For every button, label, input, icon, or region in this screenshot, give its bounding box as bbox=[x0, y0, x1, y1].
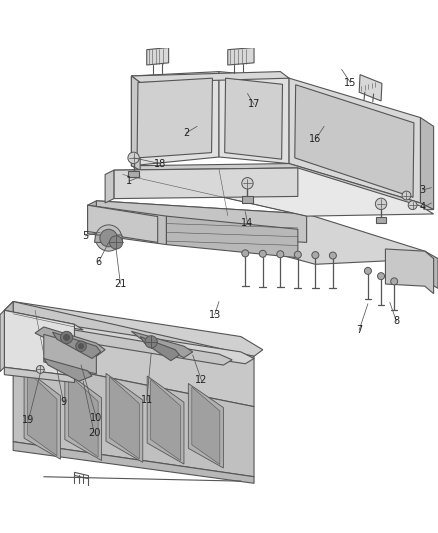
Text: 1: 1 bbox=[126, 176, 132, 186]
Polygon shape bbox=[88, 201, 96, 233]
Circle shape bbox=[391, 278, 398, 285]
Polygon shape bbox=[28, 372, 57, 456]
Circle shape bbox=[242, 250, 249, 257]
Polygon shape bbox=[137, 78, 212, 158]
Polygon shape bbox=[242, 197, 253, 203]
Polygon shape bbox=[359, 75, 382, 101]
Circle shape bbox=[378, 273, 385, 280]
Polygon shape bbox=[147, 47, 169, 65]
Polygon shape bbox=[95, 235, 123, 243]
Circle shape bbox=[78, 344, 84, 349]
Circle shape bbox=[312, 252, 319, 259]
Polygon shape bbox=[385, 249, 434, 294]
Text: 7: 7 bbox=[356, 325, 362, 335]
Polygon shape bbox=[0, 310, 4, 372]
Polygon shape bbox=[96, 201, 307, 243]
Text: 17: 17 bbox=[248, 100, 260, 109]
Polygon shape bbox=[420, 118, 434, 209]
Polygon shape bbox=[131, 76, 140, 170]
Text: 14: 14 bbox=[241, 217, 254, 228]
Circle shape bbox=[128, 152, 139, 164]
Text: 20: 20 bbox=[88, 428, 100, 438]
Circle shape bbox=[100, 229, 117, 247]
Polygon shape bbox=[140, 336, 180, 361]
Polygon shape bbox=[4, 302, 263, 356]
Circle shape bbox=[110, 236, 123, 249]
Polygon shape bbox=[4, 317, 254, 364]
Text: 16: 16 bbox=[309, 134, 321, 144]
Text: 2: 2 bbox=[183, 128, 189, 138]
Polygon shape bbox=[128, 171, 139, 177]
Polygon shape bbox=[166, 216, 298, 258]
Circle shape bbox=[259, 251, 266, 257]
Circle shape bbox=[375, 198, 387, 209]
Circle shape bbox=[402, 191, 411, 200]
Circle shape bbox=[95, 225, 122, 251]
Polygon shape bbox=[4, 310, 74, 376]
Circle shape bbox=[294, 251, 301, 258]
Polygon shape bbox=[13, 321, 232, 365]
Text: 19: 19 bbox=[22, 415, 35, 425]
Circle shape bbox=[36, 366, 44, 374]
Polygon shape bbox=[376, 217, 386, 223]
Circle shape bbox=[76, 341, 86, 351]
Polygon shape bbox=[131, 71, 219, 166]
Text: 8: 8 bbox=[393, 316, 399, 326]
Circle shape bbox=[364, 268, 371, 274]
Polygon shape bbox=[131, 332, 193, 358]
Polygon shape bbox=[4, 367, 74, 383]
Polygon shape bbox=[4, 310, 83, 330]
Polygon shape bbox=[106, 374, 143, 462]
Polygon shape bbox=[289, 78, 420, 203]
Polygon shape bbox=[192, 387, 220, 464]
Polygon shape bbox=[44, 359, 92, 381]
Circle shape bbox=[242, 177, 253, 189]
Circle shape bbox=[329, 252, 336, 259]
Polygon shape bbox=[114, 168, 434, 216]
Polygon shape bbox=[228, 47, 254, 65]
Polygon shape bbox=[13, 442, 254, 483]
Polygon shape bbox=[219, 71, 289, 164]
Text: 10: 10 bbox=[90, 413, 102, 423]
Polygon shape bbox=[4, 302, 13, 366]
Text: 15: 15 bbox=[344, 77, 357, 87]
Circle shape bbox=[60, 332, 73, 344]
Text: 12: 12 bbox=[195, 375, 208, 385]
Polygon shape bbox=[88, 205, 166, 245]
Circle shape bbox=[64, 334, 70, 341]
Polygon shape bbox=[53, 332, 101, 359]
Polygon shape bbox=[44, 334, 96, 374]
Circle shape bbox=[408, 201, 417, 209]
Polygon shape bbox=[131, 164, 434, 212]
Polygon shape bbox=[225, 78, 283, 159]
Polygon shape bbox=[295, 85, 414, 197]
Polygon shape bbox=[88, 205, 158, 243]
Circle shape bbox=[277, 251, 284, 258]
Polygon shape bbox=[114, 168, 298, 199]
Polygon shape bbox=[65, 371, 102, 461]
Polygon shape bbox=[13, 359, 254, 477]
Polygon shape bbox=[131, 71, 289, 83]
Polygon shape bbox=[105, 170, 114, 203]
Text: 5: 5 bbox=[82, 231, 88, 241]
Text: 11: 11 bbox=[141, 395, 153, 405]
Polygon shape bbox=[425, 251, 438, 288]
Polygon shape bbox=[68, 374, 98, 457]
Polygon shape bbox=[96, 201, 434, 264]
Text: 3: 3 bbox=[420, 185, 426, 195]
Text: 18: 18 bbox=[154, 159, 166, 168]
Text: 13: 13 bbox=[208, 310, 221, 320]
Polygon shape bbox=[13, 302, 254, 407]
Text: 9: 9 bbox=[60, 397, 67, 407]
Polygon shape bbox=[188, 383, 223, 468]
Polygon shape bbox=[35, 327, 105, 356]
Text: 4: 4 bbox=[420, 203, 426, 212]
Polygon shape bbox=[151, 379, 180, 461]
Text: 6: 6 bbox=[95, 257, 102, 267]
Polygon shape bbox=[24, 368, 60, 459]
Polygon shape bbox=[110, 377, 139, 459]
Circle shape bbox=[145, 336, 157, 348]
Text: 21: 21 bbox=[114, 279, 127, 289]
Polygon shape bbox=[147, 376, 184, 464]
